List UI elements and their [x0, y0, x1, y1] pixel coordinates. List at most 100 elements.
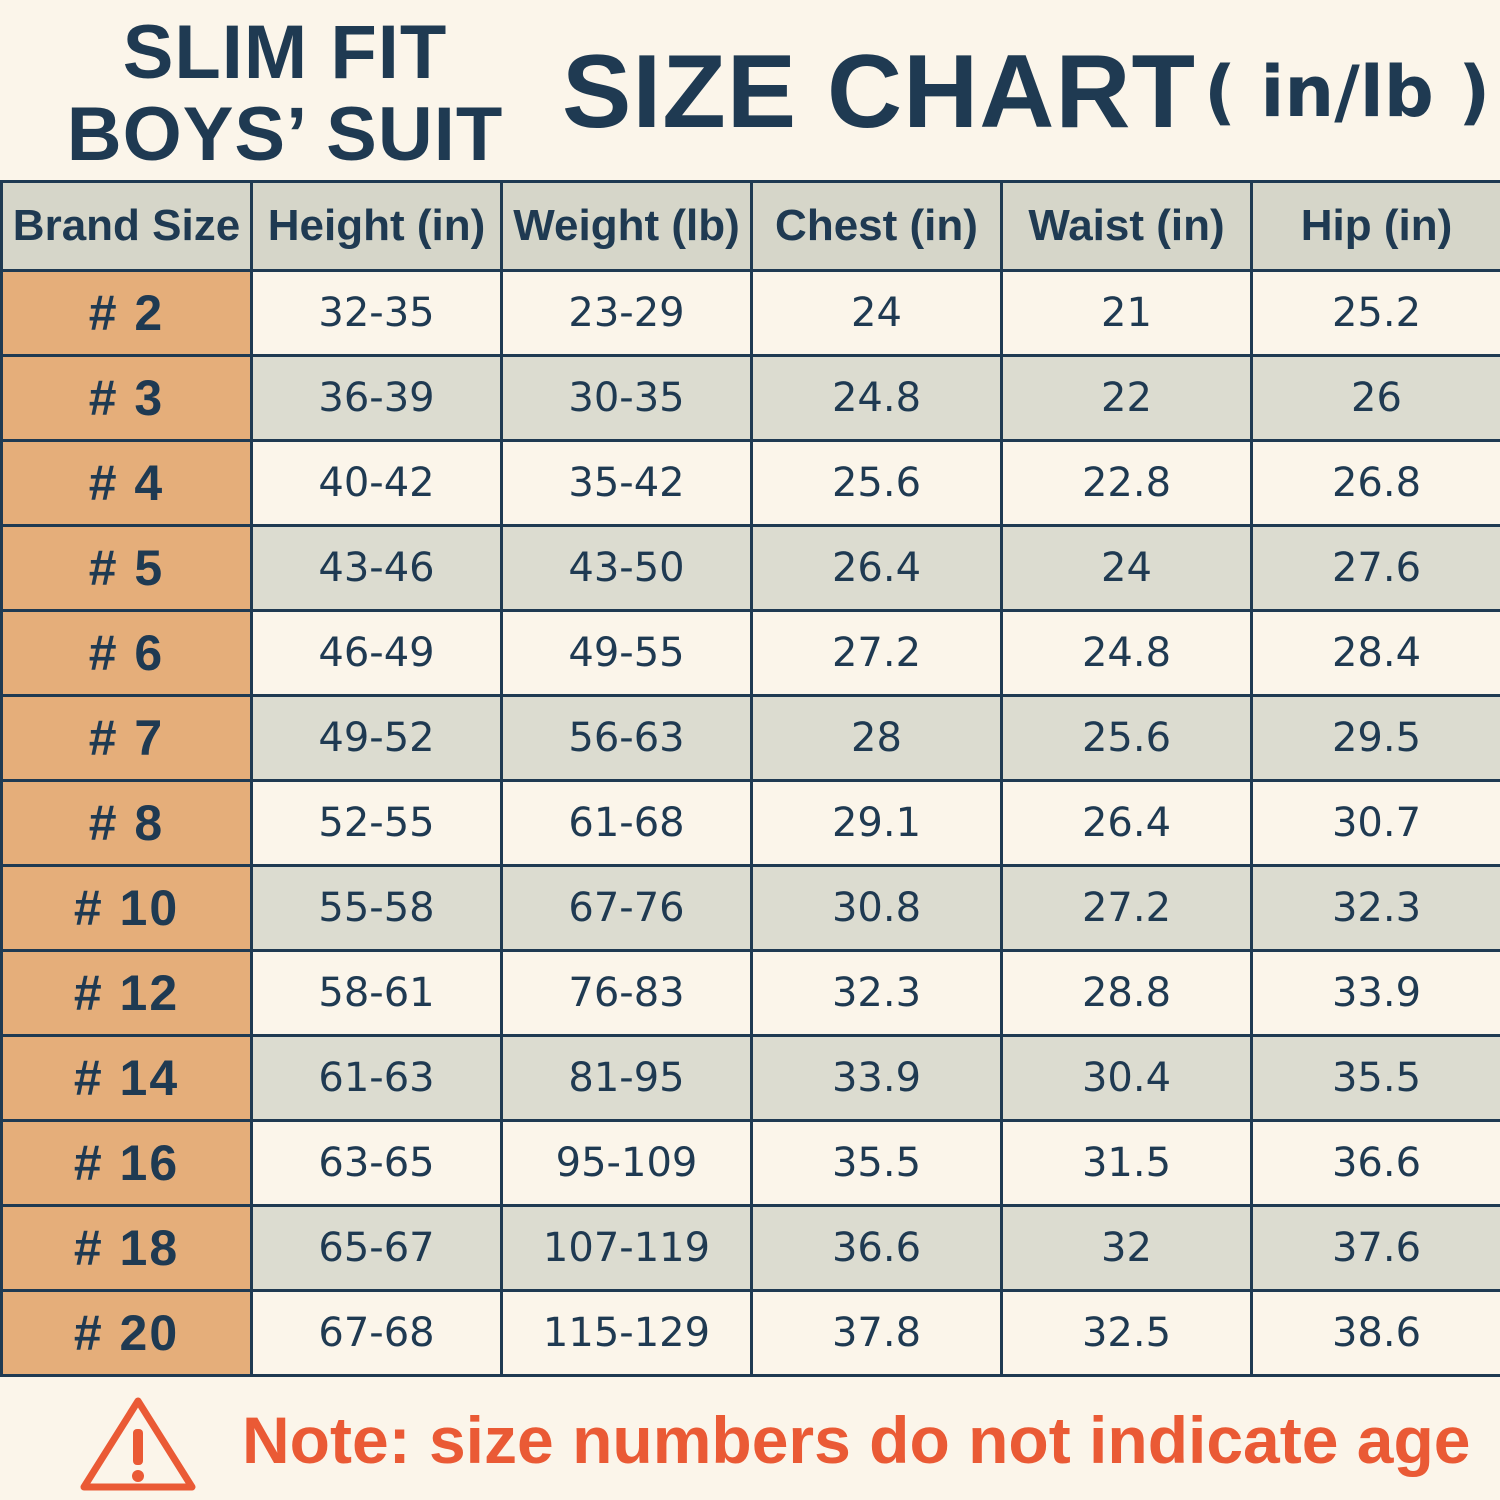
table-row: # 18 65-67 107-119 36.6 32 37.6	[0, 1204, 1500, 1292]
column-header: Brand Size	[0, 180, 253, 272]
table-cell: 35.5	[1250, 1034, 1500, 1122]
table-cell: 58-61	[250, 949, 503, 1037]
table-cell: 28	[750, 694, 1003, 782]
table-cell: 56-63	[500, 694, 753, 782]
table-cell: 26.4	[750, 524, 1003, 612]
brand-size-cell: # 12	[0, 949, 253, 1037]
column-header: Hip (in)	[1250, 180, 1500, 272]
brand-size-cell: # 10	[0, 864, 253, 952]
table-cell: 25.6	[750, 439, 1003, 527]
brand-size-cell: # 5	[0, 524, 253, 612]
table-cell: 23-29	[500, 269, 753, 357]
brand-size-cell: # 8	[0, 779, 253, 867]
brand-size-cell: # 14	[0, 1034, 253, 1122]
table-cell: 115-129	[500, 1289, 753, 1377]
table-row: # 20 67-68 115-129 37.8 32.5 38.6	[0, 1289, 1500, 1377]
size-table: Brand Size Height (in) Weight (lb) Chest (i…	[0, 180, 1500, 1377]
chart-title: SIZE CHART( in/lb )	[562, 40, 1490, 144]
brand-size-cell: # 4	[0, 439, 253, 527]
table-cell: 95-109	[500, 1119, 753, 1207]
table-cell: 37.6	[1250, 1204, 1500, 1292]
table-header-row: Brand Size Height (in) Weight (lb) Chest (i…	[0, 180, 1500, 272]
product-title-line1: SLIM FIT	[122, 10, 448, 95]
table-row: # 6 46-49 49-55 27.2 24.8 28.4	[0, 609, 1500, 697]
brand-size-cell: # 20	[0, 1289, 253, 1377]
table-cell: 25.2	[1250, 269, 1500, 357]
table-row: # 14 61-63 81-95 33.9 30.4 35.5	[0, 1034, 1500, 1122]
table-cell: 35-42	[500, 439, 753, 527]
table-cell: 27.2	[1000, 864, 1253, 952]
column-header: Height (in)	[250, 180, 503, 272]
table-cell: 24	[1000, 524, 1253, 612]
chart-title-main: SIZE CHART	[562, 34, 1196, 150]
page-header: SLIM FIT BOYS’ SUIT SIZE CHART( in/lb )	[0, 0, 1500, 180]
table-cell: 26.4	[1000, 779, 1253, 867]
table-cell: 61-63	[250, 1034, 503, 1122]
table-cell: 35.5	[750, 1119, 1003, 1207]
table-cell: 27.6	[1250, 524, 1500, 612]
brand-size-cell: # 3	[0, 354, 253, 442]
brand-size-cell: # 7	[0, 694, 253, 782]
table-cell: 26.8	[1250, 439, 1500, 527]
table-cell: 32.5	[1000, 1289, 1253, 1377]
table-cell: 31.5	[1000, 1119, 1253, 1207]
table-cell: 32-35	[250, 269, 503, 357]
table-cell: 28.8	[1000, 949, 1253, 1037]
column-header: Waist (in)	[1000, 180, 1253, 272]
column-header: Chest (in)	[750, 180, 1003, 272]
table-cell: 55-58	[250, 864, 503, 952]
product-title: SLIM FIT BOYS’ SUIT	[40, 12, 530, 176]
table-cell: 61-68	[500, 779, 753, 867]
table-cell: 67-76	[500, 864, 753, 952]
table-cell: 33.9	[750, 1034, 1003, 1122]
size-table-container: Brand Size Height (in) Weight (lb) Chest (i…	[0, 180, 1500, 1385]
table-cell: 43-46	[250, 524, 503, 612]
table-cell: 65-67	[250, 1204, 503, 1292]
table-cell: 21	[1000, 269, 1253, 357]
table-row: # 10 55-58 67-76 30.8 27.2 32.3	[0, 864, 1500, 952]
table-cell: 22.8	[1000, 439, 1253, 527]
table-cell: 107-119	[500, 1204, 753, 1292]
chart-title-unit: ( in/lb )	[1204, 51, 1491, 133]
table-row: # 8 52-55 61-68 29.1 26.4 30.7	[0, 779, 1500, 867]
brand-size-cell: # 2	[0, 269, 253, 357]
table-cell: 67-68	[250, 1289, 503, 1377]
table-cell: 43-50	[500, 524, 753, 612]
column-header: Weight (lb)	[500, 180, 753, 272]
table-cell: 49-55	[500, 609, 753, 697]
table-cell: 28.4	[1250, 609, 1500, 697]
table-cell: 46-49	[250, 609, 503, 697]
table-row: # 7 49-52 56-63 28 25.6 29.5	[0, 694, 1500, 782]
table-cell: 26	[1250, 354, 1500, 442]
brand-size-cell: # 16	[0, 1119, 253, 1207]
table-row: # 12 58-61 76-83 32.3 28.8 33.9	[0, 949, 1500, 1037]
table-cell: 29.5	[1250, 694, 1500, 782]
table-cell: 37.8	[750, 1289, 1003, 1377]
table-cell: 30.4	[1000, 1034, 1253, 1122]
table-cell: 81-95	[500, 1034, 753, 1122]
table-row: # 16 63-65 95-109 35.5 31.5 36.6	[0, 1119, 1500, 1207]
table-cell: 27.2	[750, 609, 1003, 697]
table-cell: 30.7	[1250, 779, 1500, 867]
table-row: # 3 36-39 30-35 24.8 22 26	[0, 354, 1500, 442]
brand-size-cell: # 6	[0, 609, 253, 697]
table-cell: 24	[750, 269, 1003, 357]
table-row: # 2 32-35 23-29 24 21 25.2	[0, 269, 1500, 357]
table-cell: 32	[1000, 1204, 1253, 1292]
brand-size-cell: # 18	[0, 1204, 253, 1292]
table-cell: 52-55	[250, 779, 503, 867]
table-body: # 2 32-35 23-29 24 21 25.2 # 3 36-39 30-35 24.8 22…	[0, 269, 1500, 1377]
table-cell: 40-42	[250, 439, 503, 527]
table-cell: 32.3	[750, 949, 1003, 1037]
table-row: # 5 43-46 43-50 26.4 24 27.6	[0, 524, 1500, 612]
table-cell: 25.6	[1000, 694, 1253, 782]
table-cell: 24.8	[750, 354, 1003, 442]
table-cell: 36-39	[250, 354, 503, 442]
table-row: # 4 40-42 35-42 25.6 22.8 26.8	[0, 439, 1500, 527]
table-cell: 49-52	[250, 694, 503, 782]
table-cell: 22	[1000, 354, 1253, 442]
table-cell: 30-35	[500, 354, 753, 442]
table-cell: 36.6	[1250, 1119, 1500, 1207]
table-cell: 29.1	[750, 779, 1003, 867]
table-cell: 30.8	[750, 864, 1003, 952]
